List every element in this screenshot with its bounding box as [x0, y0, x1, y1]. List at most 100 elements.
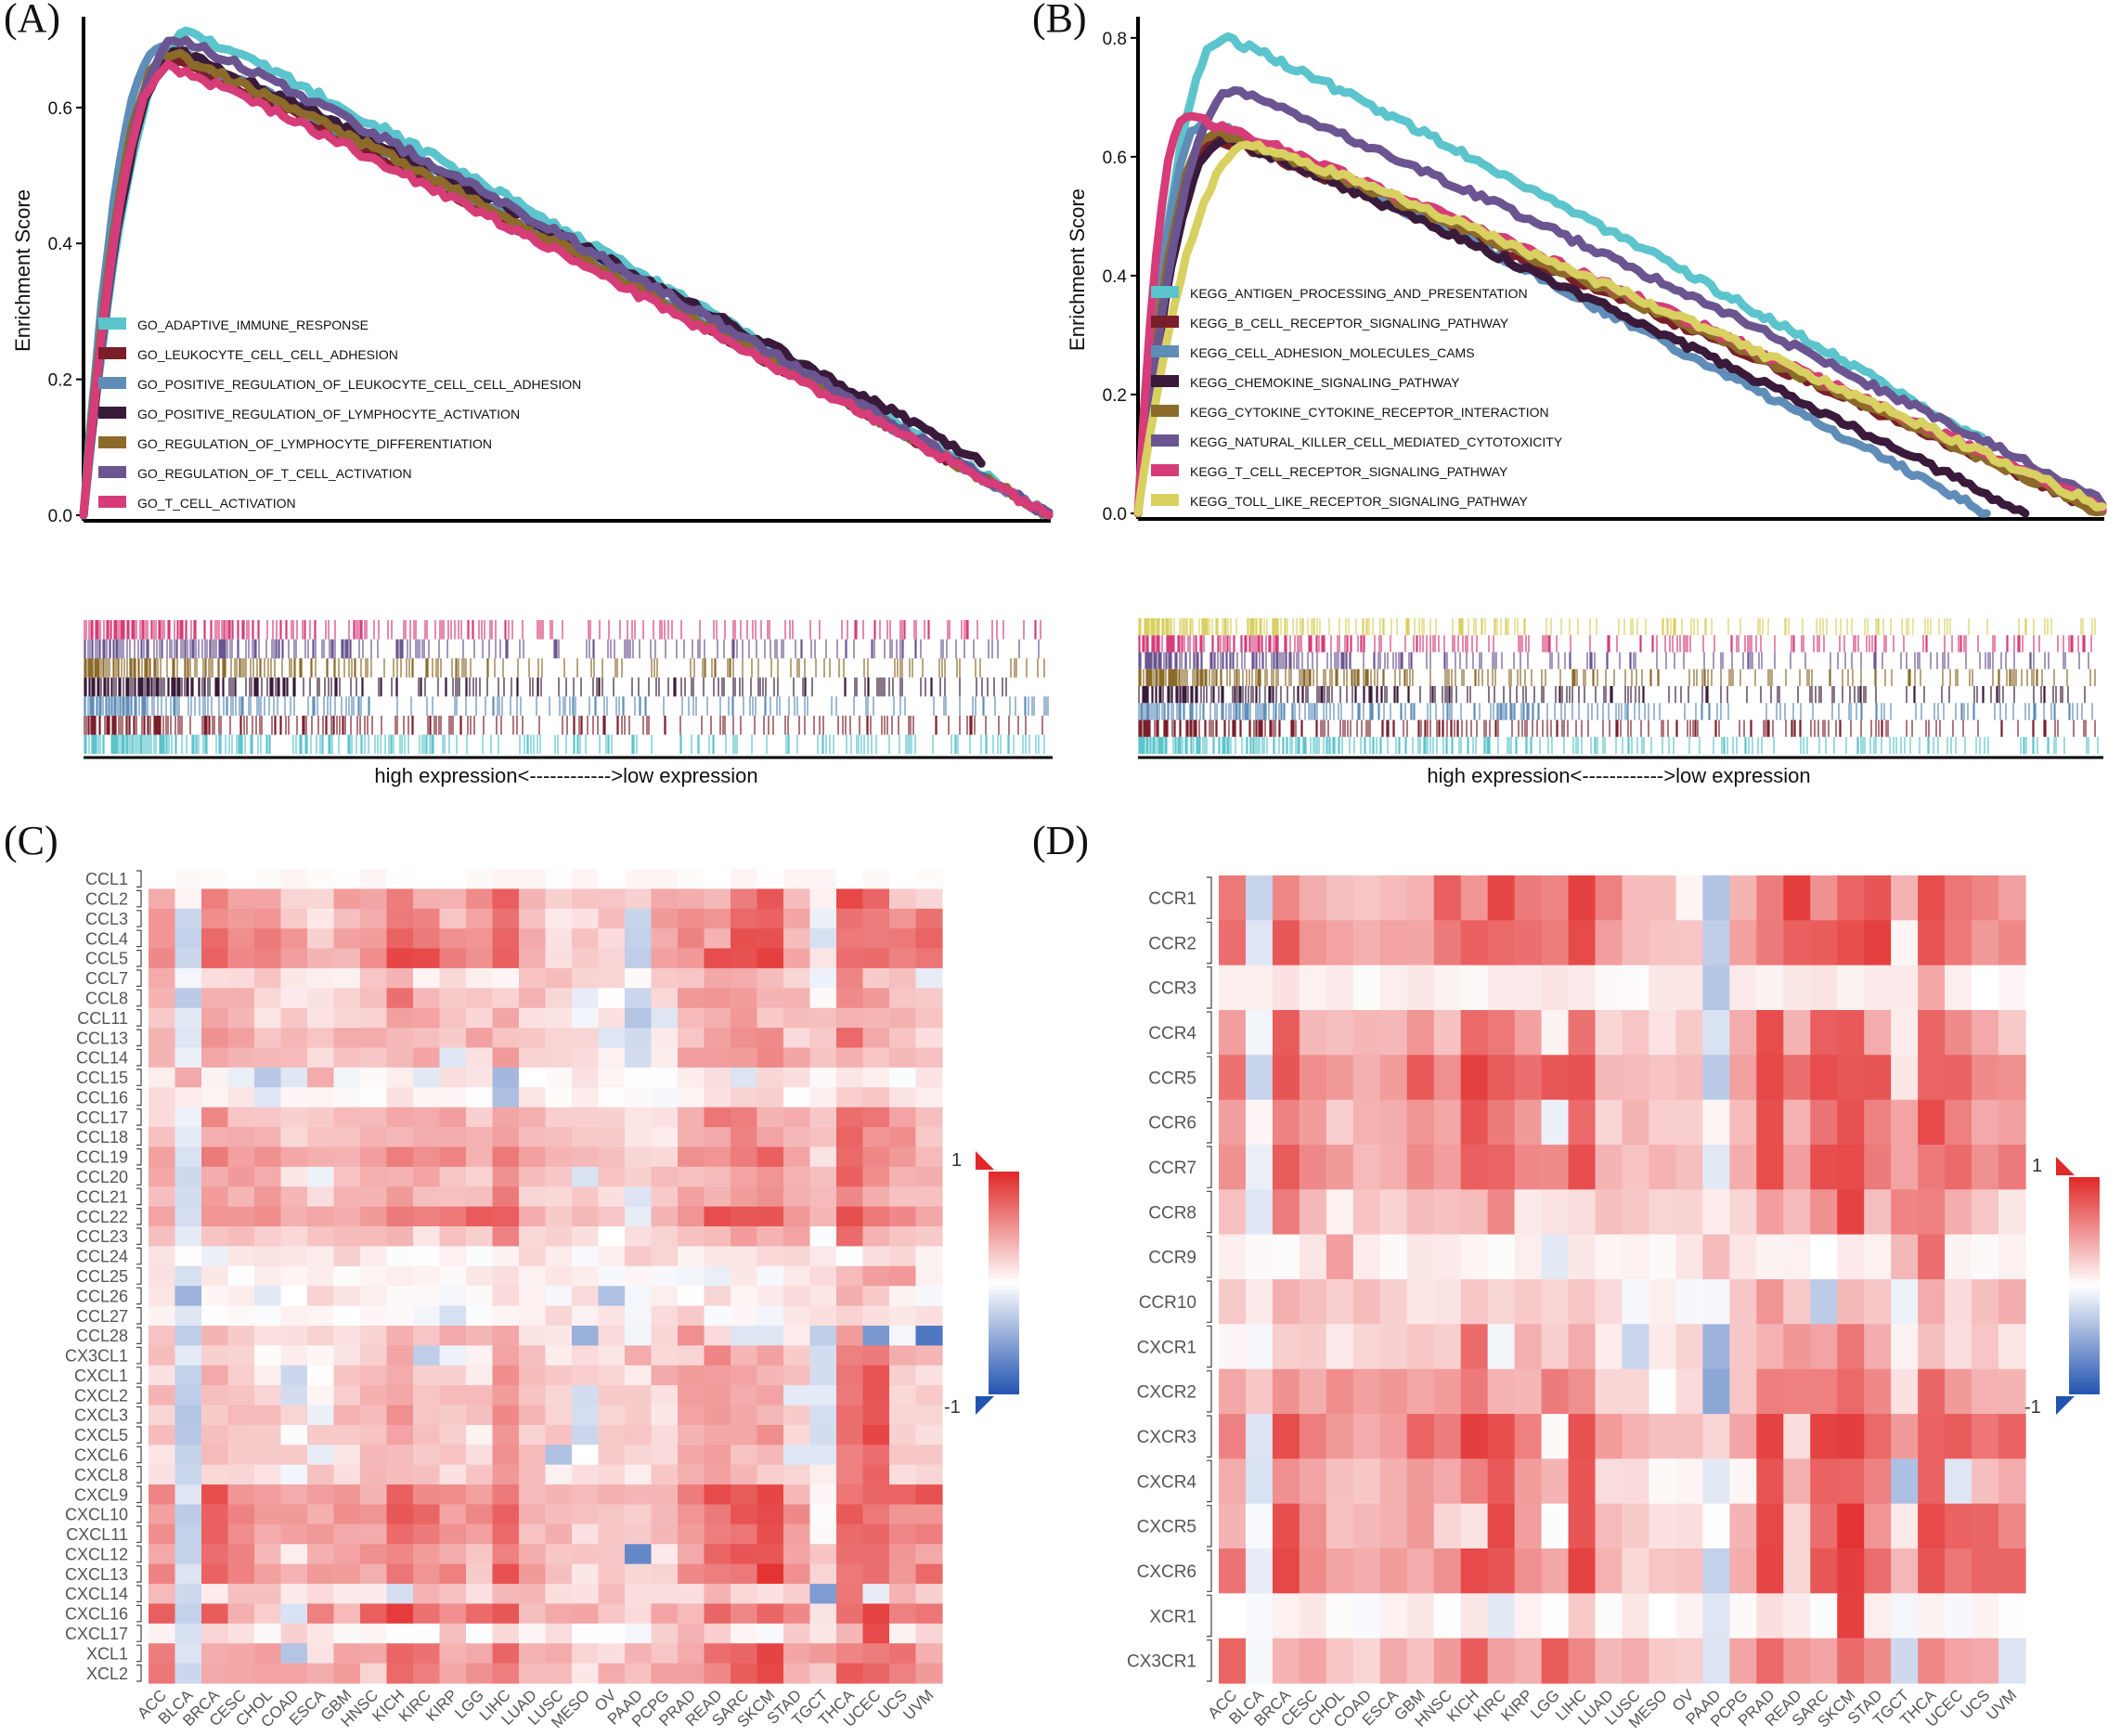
heat-cell — [227, 1603, 255, 1625]
heat-cell — [1945, 1503, 1972, 1549]
heat-cell — [915, 1087, 943, 1108]
heat-cell — [598, 908, 626, 929]
heat-cell — [1729, 965, 1757, 1011]
heat-cell — [1649, 1055, 1677, 1101]
heat-cell — [413, 888, 441, 910]
heat-cell — [227, 1028, 255, 1049]
heat-cell — [704, 1424, 731, 1445]
heat-cell — [625, 1385, 653, 1406]
heat-cell — [149, 1445, 176, 1466]
heat-cell — [757, 1087, 784, 1108]
heat-cell — [598, 1166, 626, 1187]
heat-cell — [360, 1166, 388, 1187]
heat-cell — [360, 1345, 388, 1367]
legend-label: KEGG_B_CELL_RECEPTOR_SIGNALING_PATHWAY — [1190, 316, 1509, 330]
heat-cell — [1998, 1548, 2026, 1594]
heat-cell — [862, 1305, 890, 1327]
heat-cell — [1379, 1099, 1408, 1146]
heat-cell — [1460, 965, 1489, 1011]
heat-cell — [386, 1265, 414, 1287]
heat-cell — [809, 1087, 837, 1108]
heat-cell — [651, 1484, 679, 1506]
heat-cell — [519, 1226, 547, 1248]
heat-cell — [757, 1226, 784, 1248]
heat-cell — [1406, 875, 1435, 921]
heat-cell — [386, 1544, 414, 1565]
heat-cell — [492, 948, 520, 969]
heat-cell — [360, 1504, 388, 1525]
legend-swatch — [1151, 286, 1179, 298]
heat-cell — [175, 1663, 202, 1684]
row-bracket — [1207, 966, 1212, 1009]
heat-cell — [492, 1643, 520, 1665]
heat-cell — [783, 869, 811, 889]
heat-cell — [545, 1186, 573, 1208]
heat-cell — [757, 869, 784, 889]
heat-cell — [704, 1484, 731, 1506]
heat-cell — [333, 1265, 361, 1287]
heat-cell — [731, 1445, 758, 1466]
heat-cell — [1299, 1414, 1327, 1459]
heat-cell — [254, 1563, 282, 1585]
heat-cell — [1649, 1593, 1677, 1639]
heat-cell — [492, 1007, 520, 1029]
heat-cell — [731, 988, 758, 1009]
heat-cell — [1945, 1145, 1972, 1190]
heat-cell — [1379, 1279, 1408, 1325]
heat-cell — [1783, 1368, 1811, 1415]
heat-cell — [1864, 1368, 1892, 1415]
heat-cell — [1219, 1189, 1247, 1236]
heat-cell — [651, 1186, 679, 1208]
heat-cell — [413, 1523, 441, 1545]
heat-cell — [1541, 1010, 1570, 1056]
heat-cell — [386, 1643, 414, 1665]
heat-cell — [678, 988, 705, 1009]
heat-cell — [333, 1623, 361, 1644]
heat-cell — [678, 1643, 705, 1665]
row-label: CCL13 — [76, 1029, 128, 1047]
heat-cell — [1460, 1234, 1489, 1280]
heat-cell — [678, 1246, 705, 1267]
heat-cell — [492, 1147, 520, 1168]
heat-cell — [175, 1504, 202, 1525]
heat-cell — [201, 967, 229, 989]
heat-cell — [386, 1663, 414, 1684]
barcode-strip — [1138, 635, 2092, 653]
heat-cell — [598, 1663, 626, 1684]
heat-cell — [1433, 1458, 1462, 1505]
legend-swatch — [98, 466, 126, 478]
heat-cell — [360, 1643, 388, 1665]
heat-cell — [678, 1226, 705, 1248]
heat-cell — [386, 869, 414, 889]
heat-cell — [149, 1226, 176, 1248]
heat-cell — [227, 1523, 255, 1545]
heat-cell — [889, 1265, 917, 1287]
heat-cell — [519, 1186, 547, 1208]
heat-cell — [1541, 1503, 1570, 1549]
heat-cell — [572, 1563, 600, 1585]
heat-cell — [1326, 1638, 1354, 1684]
heat-cell — [201, 1345, 229, 1367]
heat-cell — [439, 967, 467, 989]
heat-cell — [625, 988, 653, 1009]
heat-cell — [836, 908, 864, 929]
heat-cell — [545, 1484, 573, 1506]
heat-cell — [862, 1445, 890, 1466]
barcode-strip — [1138, 703, 2093, 720]
heat-cell — [466, 888, 494, 910]
heat-cell — [386, 908, 414, 929]
heat-cell — [149, 1484, 176, 1506]
heat-cell — [466, 1484, 494, 1506]
heat-cell — [333, 988, 361, 1009]
heat-cell — [545, 988, 573, 1009]
heat-cell — [1864, 1458, 1892, 1505]
heat-cell — [1595, 965, 1623, 1011]
heat-cell — [439, 1663, 467, 1684]
heat-cell — [545, 1028, 573, 1049]
heat-cell — [836, 1265, 864, 1287]
heat-cell — [254, 1663, 282, 1684]
heat-cell — [519, 1325, 547, 1346]
heat-cell — [1595, 1503, 1623, 1549]
heat-cell — [1406, 1010, 1435, 1056]
heat-cell — [413, 1265, 441, 1287]
